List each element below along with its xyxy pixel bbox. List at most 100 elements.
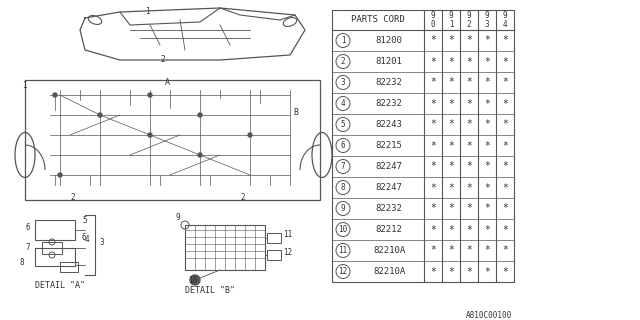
Text: *: * [448,140,454,150]
Text: 3: 3 [340,78,346,87]
Text: 9
0: 9 0 [431,11,435,29]
Text: *: * [484,225,490,235]
Text: *: * [502,57,508,67]
Text: PARTS CORD: PARTS CORD [351,15,405,25]
Text: 9
4: 9 4 [502,11,508,29]
Circle shape [53,93,57,97]
Text: 2: 2 [240,193,244,202]
Text: B: B [293,108,298,117]
Text: 6: 6 [25,223,29,232]
Bar [267,233,281,243]
Text: *: * [448,267,454,276]
Text: 12: 12 [283,248,292,257]
Text: *: * [502,162,508,172]
Text: 82247: 82247 [376,162,403,171]
Bar [267,250,281,260]
Text: *: * [466,182,472,193]
Text: 9
3: 9 3 [484,11,490,29]
Text: *: * [430,182,436,193]
Text: *: * [502,36,508,45]
Text: 5: 5 [82,216,86,225]
Text: 4: 4 [340,99,346,108]
Bar [60,262,78,272]
Text: *: * [430,99,436,108]
Text: *: * [430,77,436,87]
Text: 9: 9 [175,213,180,222]
Text: *: * [484,267,490,276]
Circle shape [148,133,152,137]
Text: *: * [466,77,472,87]
Text: 6: 6 [82,233,86,242]
Text: *: * [430,57,436,67]
Text: *: * [448,36,454,45]
Text: *: * [466,204,472,213]
Text: 82247: 82247 [376,183,403,192]
Text: *: * [430,119,436,130]
Circle shape [198,153,202,157]
Text: *: * [430,225,436,235]
Text: *: * [448,119,454,130]
Bar [35,220,75,240]
Circle shape [248,133,252,137]
Text: *: * [430,162,436,172]
Text: *: * [448,245,454,255]
Circle shape [58,173,62,177]
Text: *: * [448,99,454,108]
Text: 1: 1 [340,36,346,45]
Text: 81201: 81201 [376,57,403,66]
Text: 12: 12 [339,267,348,276]
Text: *: * [502,140,508,150]
Text: *: * [448,162,454,172]
Text: 8: 8 [340,183,346,192]
Text: *: * [484,245,490,255]
Text: 82210A: 82210A [373,267,405,276]
Text: *: * [466,36,472,45]
Text: *: * [502,182,508,193]
Text: *: * [430,245,436,255]
Text: 82215: 82215 [376,141,403,150]
Text: 11: 11 [339,246,348,255]
Text: *: * [484,57,490,67]
Text: 2: 2 [70,193,75,202]
Text: 11: 11 [283,230,292,239]
Bar [25,80,320,200]
Text: 82232: 82232 [376,204,403,213]
Text: 82232: 82232 [376,99,403,108]
Text: *: * [448,57,454,67]
Text: *: * [466,162,472,172]
Text: *: * [466,245,472,255]
Text: *: * [502,99,508,108]
Text: *: * [466,57,472,67]
Text: *: * [466,99,472,108]
Text: 7: 7 [340,162,346,171]
Circle shape [148,93,152,97]
Text: *: * [448,77,454,87]
Text: 4: 4 [85,235,90,244]
Text: *: * [502,225,508,235]
Bar [42,242,62,254]
Text: 81200: 81200 [376,36,403,45]
Text: DETAIL "B": DETAIL "B" [185,286,235,295]
Text: *: * [484,36,490,45]
Text: 2: 2 [160,55,164,64]
Text: 10: 10 [339,225,348,234]
Text: 2: 2 [340,57,346,66]
Text: *: * [448,182,454,193]
Text: 6: 6 [340,141,346,150]
Text: *: * [484,140,490,150]
Text: 82243: 82243 [376,120,403,129]
Text: 82210A: 82210A [373,246,405,255]
Text: *: * [448,225,454,235]
Text: *: * [502,245,508,255]
Text: *: * [502,77,508,87]
Text: *: * [502,267,508,276]
Text: *: * [430,267,436,276]
Text: 82232: 82232 [376,78,403,87]
Text: *: * [484,77,490,87]
Circle shape [198,113,202,117]
Text: *: * [484,162,490,172]
Text: 8: 8 [20,258,24,267]
Text: *: * [466,140,472,150]
Text: 1: 1 [145,7,150,16]
Text: *: * [484,204,490,213]
